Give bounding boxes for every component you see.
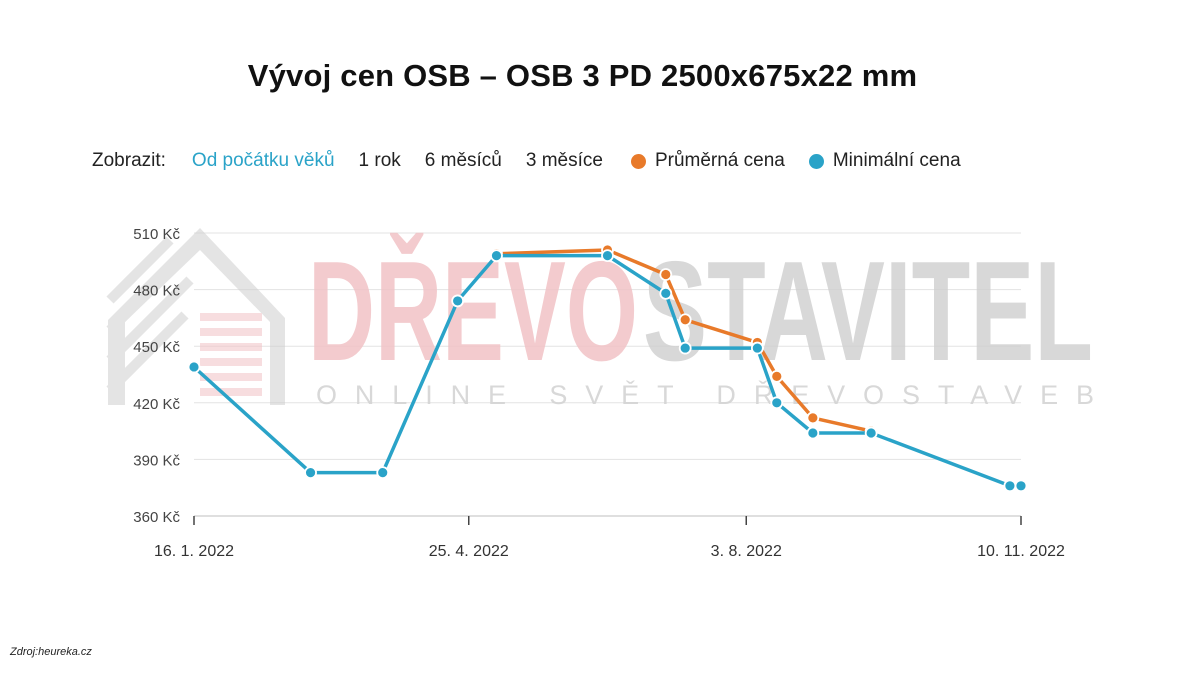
data-point <box>451 294 465 308</box>
range-option-6-months[interactable]: 6 měsíců <box>424 150 502 171</box>
chart-title: Vývoj cen OSB – OSB 3 PD 2500x675x22 mm <box>247 58 918 93</box>
y-tick-label: 420 Kč <box>133 396 180 413</box>
series-layer <box>187 243 1028 493</box>
data-point <box>659 286 673 300</box>
x-tick-label: 16. 1. 2022 <box>154 543 234 560</box>
legend-label-average: Průměrná cena <box>654 150 785 171</box>
data-point <box>678 341 692 355</box>
data-point <box>601 249 614 263</box>
range-option-all-time[interactable]: Od počátku věků <box>191 150 335 171</box>
legend-item-average[interactable]: Průměrná cena <box>630 150 785 172</box>
data-point <box>864 426 878 440</box>
data-point <box>1014 479 1028 493</box>
data-point <box>376 466 390 480</box>
data-point <box>750 341 764 355</box>
grid-lines <box>194 232 1021 460</box>
watermark-house-logo <box>106 228 285 405</box>
data-point <box>1003 479 1017 493</box>
axes: 360 Kč 390 Kč 420 Kč 450 Kč 480 Kč 510 Kč 16. … <box>133 226 1065 560</box>
x-tick-label: 3. 8. 2022 <box>711 543 782 560</box>
data-point <box>659 268 673 281</box>
y-tick-label: 360 Kč <box>133 509 180 526</box>
source-note: Zdroj:heureka.cz <box>10 646 92 658</box>
y-tick-label: 480 Kč <box>133 283 180 300</box>
y-tick-label: 510 Kč <box>133 226 180 243</box>
data-point <box>806 426 820 440</box>
data-point <box>770 369 784 383</box>
legend-dot-average <box>630 153 646 169</box>
watermark-brand-part2: STAVITEL <box>643 232 1093 391</box>
data-point <box>806 411 820 425</box>
range-controls: Zobrazit: Od počátku věků 1 rok 6 měsíců… <box>92 150 981 172</box>
watermark-brand-part1: DŘEVO <box>308 232 638 391</box>
series-line <box>192 253 1023 488</box>
range-option-1-year[interactable]: 1 rok <box>358 150 401 171</box>
y-tick-label: 450 Kč <box>133 339 180 356</box>
data-point <box>187 360 201 374</box>
x-tick-label: 25. 4. 2022 <box>429 543 509 560</box>
range-option-3-months[interactable]: 3 měsíce <box>525 150 603 171</box>
data-point <box>490 249 503 263</box>
data-point <box>678 313 692 327</box>
range-label: Zobrazit: <box>92 150 166 171</box>
data-point <box>770 396 784 410</box>
legend-label-minimum: Minimální cena <box>832 150 961 171</box>
series-minimum <box>187 249 1028 493</box>
series-line <box>494 248 873 433</box>
x-tick-label: 10. 11. 2022 <box>977 543 1065 560</box>
y-tick-label: 390 Kč <box>133 452 180 469</box>
data-point <box>304 466 317 480</box>
legend-dot-minimum <box>808 153 824 169</box>
legend-item-minimum[interactable]: Minimální cena <box>808 150 961 172</box>
